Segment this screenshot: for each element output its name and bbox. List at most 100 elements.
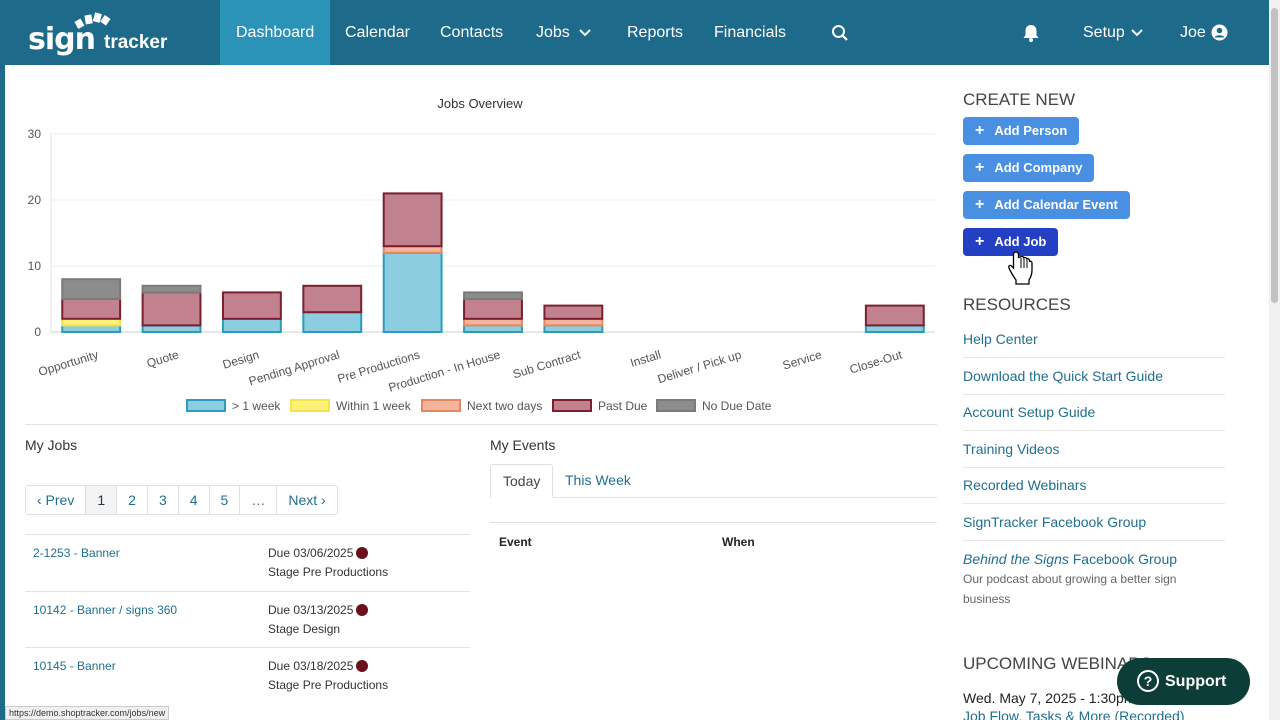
bar-segment [61,278,122,300]
legend-label: Next two days [467,399,543,413]
podcast-description: Our podcast about growing a better sign … [963,572,1177,606]
nav-user[interactable]: Joe [1180,0,1206,65]
job-link[interactable]: 10142 - Banner / signs 360 [33,602,178,617]
support-button[interactable]: ? Support [1117,658,1250,705]
pagination-item[interactable]: 3 [148,486,179,514]
x-tick-label: Install [629,347,663,370]
nav-setup[interactable]: Setup [1083,0,1125,65]
resource-link[interactable]: Account Setup Guide [963,404,1096,421]
add-person-button[interactable]: + Add Person [963,117,1080,145]
resource-link[interactable]: Download the Quick Start Guide [963,367,1163,384]
pagination-item[interactable]: 5 [210,486,241,514]
nav-financials[interactable]: Financials [714,24,787,41]
pagination-item[interactable]: 4 [179,486,210,514]
x-tick-label: Opportunity [37,347,100,379]
question-circle-icon: ? [1137,670,1159,692]
nav-calendar[interactable]: Calendar [345,24,410,41]
chart-title: Jobs Overview [437,96,523,111]
jobs-pagination: ‹ Prev 1 2 3 4 5… Next › [25,485,338,515]
tab-today[interactable]: Today [490,464,554,498]
legend-label: > 1 week [232,399,281,413]
job-stage: Stage Design [268,621,341,636]
pagination-item[interactable]: Next › [288,492,326,508]
nav-reports[interactable]: Reports [627,24,684,41]
bar-segment [463,291,523,300]
nav-setup-label: Setup [1083,24,1125,41]
x-tick-label: Pending Approval [247,347,341,388]
legend-item[interactable]: No Due Date [656,399,771,413]
add-job-label: Add Job [994,234,1047,249]
add-job-button[interactable]: + Add Job [963,228,1059,256]
pagination-item: … [240,486,278,514]
resource-link[interactable]: Help Center [963,331,1038,347]
legend-swatch [186,399,226,412]
x-tick-label: Close-Out [848,347,904,376]
webinar-title-link[interactable]: Job Flow, Tasks & More (Recorded) [963,708,1185,720]
nav-dashboard[interactable]: Dashboard [220,0,330,65]
support-label: Support [1165,673,1227,690]
pagination-item[interactable]: 1 [86,486,118,514]
nav-user-label: Joe [1180,24,1206,41]
add-company-label: Add Company [994,160,1083,175]
plus-icon: + [975,196,985,213]
add-calendar-event-button[interactable]: + Add Calendar Event [963,191,1130,219]
section-divider [25,424,937,425]
behind-the-signs-link[interactable]: Behind the Signs Facebook Group [963,551,1177,567]
chevron-down-icon [579,29,591,37]
legend-item[interactable]: > 1 week [186,399,280,413]
legend-swatch [552,399,592,412]
job-stage: Stage Pre Productions [268,565,389,579]
past-due-dot-icon [356,547,369,559]
webinar-date: Wed. May 7, 2025 - 1:30pm [963,690,1136,706]
signtracker-logo[interactable]: sign tracker [28,8,188,58]
tab-this-week[interactable]: This Week [565,472,631,488]
job-link[interactable]: 10145 - Banner [33,659,116,673]
my-jobs-title: My Jobs [25,437,78,453]
add-company-button[interactable]: + Add Company [963,154,1095,182]
resource-separator [963,357,1225,358]
events-col-event: Event [499,535,532,549]
behind-the-signs-rest: Facebook Group [1068,551,1178,567]
bar-segment [864,304,925,327]
x-tick-label: Deliver / Pick up [656,347,743,386]
nav-contacts[interactable]: Contacts [440,24,504,41]
job-row: 10142 - Banner / signs 360 Due 03/13/2025… [25,590,470,648]
x-tick-label: Design [221,347,261,371]
legend-item[interactable]: Within 1 week [290,399,411,413]
y-tick-label: 0 [34,325,41,339]
bar-segment [61,298,122,320]
legend-swatch [290,399,330,412]
job-row: 10145 - Banner Due 03/18/2025 Stage Pre Pr… [25,647,470,704]
resource-link[interactable]: SignTracker Facebook Group [963,514,1147,530]
x-tick-label: Service [781,347,824,372]
user-avatar-icon[interactable] [1211,24,1228,41]
resource-link[interactable]: Training Videos [963,440,1060,457]
past-due-dot-icon [356,660,369,672]
page-scrollbar[interactable] [1269,0,1280,720]
legend-item[interactable]: Past Due [552,399,647,413]
job-due: Due 03/18/2025 [268,659,369,673]
create-new-heading: CREATE NEW [963,90,1076,109]
scrollbar-thumb[interactable] [1271,8,1278,303]
bar-segment [543,304,604,320]
legend-label: Past Due [598,399,648,413]
y-tick-label: 30 [28,127,42,141]
upcoming-webinars-heading: UPCOMING WEBINARS [963,654,1152,673]
page-left-edge [0,65,5,720]
resource-link[interactable]: Recorded Webinars [963,477,1087,494]
resource-separator [963,503,1225,505]
job-link[interactable]: 2-1253 - Banner [33,546,120,560]
pagination-item[interactable]: 2 [117,486,148,514]
legend-item[interactable]: Next two days [421,399,542,413]
job-due: Due 03/06/2025 [268,546,369,560]
pagination-item[interactable]: ‹ Prev [26,486,87,514]
legend-swatch [421,399,461,412]
nav-jobs[interactable]: Jobs [536,0,570,65]
search-icon[interactable] [831,24,849,42]
bar-segment [463,298,523,320]
resources-heading: RESOURCES [963,295,1071,314]
bar-segment [302,311,363,333]
hand-pointer-cursor-icon [1008,251,1033,285]
bar-segment [141,284,202,294]
bell-icon[interactable] [1021,23,1041,43]
